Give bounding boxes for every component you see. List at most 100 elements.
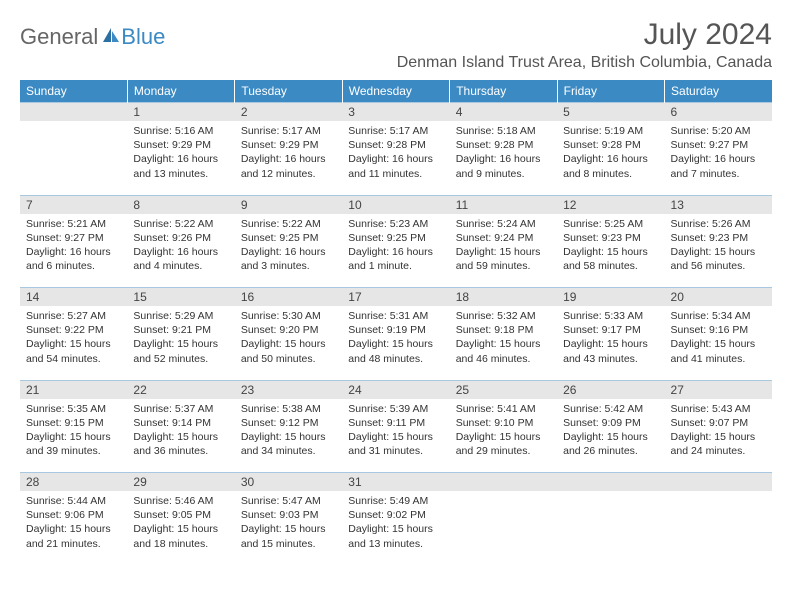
- daylight-line: Daylight: 15 hours and 18 minutes.: [133, 522, 228, 550]
- sunrise-line: Sunrise: 5:20 AM: [671, 124, 766, 138]
- sunrise-line: Sunrise: 5:29 AM: [133, 309, 228, 323]
- sunrise-line: Sunrise: 5:17 AM: [348, 124, 443, 138]
- daylight-line: Daylight: 16 hours and 7 minutes.: [671, 152, 766, 180]
- sunrise-line: Sunrise: 5:21 AM: [26, 217, 121, 231]
- sunset-line: Sunset: 9:27 PM: [671, 138, 766, 152]
- weekday-header: Tuesday: [235, 80, 342, 103]
- daylight-line: Daylight: 15 hours and 41 minutes.: [671, 337, 766, 365]
- day-number-row: 123456: [20, 103, 772, 122]
- day-number-row: 28293031: [20, 473, 772, 492]
- sunrise-line: Sunrise: 5:41 AM: [456, 402, 551, 416]
- sunrise-line: Sunrise: 5:17 AM: [241, 124, 336, 138]
- day-content-row: Sunrise: 5:27 AMSunset: 9:22 PMDaylight:…: [20, 306, 772, 380]
- sunrise-line: Sunrise: 5:26 AM: [671, 217, 766, 231]
- sunrise-line: Sunrise: 5:46 AM: [133, 494, 228, 508]
- weekday-header-row: SundayMondayTuesdayWednesdayThursdayFrid…: [20, 80, 772, 103]
- day-number-cell: 23: [235, 380, 342, 399]
- sunrise-line: Sunrise: 5:38 AM: [241, 402, 336, 416]
- day-number-cell: 20: [665, 288, 772, 307]
- day-number-cell: 1: [127, 103, 234, 122]
- daylight-line: Daylight: 15 hours and 56 minutes.: [671, 245, 766, 273]
- day-content-row: Sunrise: 5:35 AMSunset: 9:15 PMDaylight:…: [20, 399, 772, 473]
- weekday-header: Friday: [557, 80, 664, 103]
- sunset-line: Sunset: 9:22 PM: [26, 323, 121, 337]
- day-content-cell: Sunrise: 5:34 AMSunset: 9:16 PMDaylight:…: [665, 306, 772, 380]
- day-number-cell: 16: [235, 288, 342, 307]
- daylight-line: Daylight: 16 hours and 11 minutes.: [348, 152, 443, 180]
- day-content-cell: Sunrise: 5:35 AMSunset: 9:15 PMDaylight:…: [20, 399, 127, 473]
- sunrise-line: Sunrise: 5:47 AM: [241, 494, 336, 508]
- sunset-line: Sunset: 9:28 PM: [456, 138, 551, 152]
- logo-sail-icon: [101, 24, 121, 50]
- day-number-cell: [557, 473, 664, 492]
- sunset-line: Sunset: 9:20 PM: [241, 323, 336, 337]
- sunset-line: Sunset: 9:10 PM: [456, 416, 551, 430]
- day-content-cell: Sunrise: 5:46 AMSunset: 9:05 PMDaylight:…: [127, 491, 234, 565]
- sunset-line: Sunset: 9:12 PM: [241, 416, 336, 430]
- sunset-line: Sunset: 9:03 PM: [241, 508, 336, 522]
- sunset-line: Sunset: 9:19 PM: [348, 323, 443, 337]
- day-content-cell: Sunrise: 5:19 AMSunset: 9:28 PMDaylight:…: [557, 121, 664, 195]
- daylight-line: Daylight: 15 hours and 36 minutes.: [133, 430, 228, 458]
- day-number-cell: 17: [342, 288, 449, 307]
- day-number-cell: 26: [557, 380, 664, 399]
- daylight-line: Daylight: 15 hours and 46 minutes.: [456, 337, 551, 365]
- day-number-row: 14151617181920: [20, 288, 772, 307]
- daylight-line: Daylight: 15 hours and 24 minutes.: [671, 430, 766, 458]
- sunset-line: Sunset: 9:23 PM: [671, 231, 766, 245]
- day-number-cell: 18: [450, 288, 557, 307]
- daylight-line: Daylight: 16 hours and 13 minutes.: [133, 152, 228, 180]
- day-content-cell: Sunrise: 5:25 AMSunset: 9:23 PMDaylight:…: [557, 214, 664, 288]
- day-content-cell: Sunrise: 5:18 AMSunset: 9:28 PMDaylight:…: [450, 121, 557, 195]
- sunrise-line: Sunrise: 5:34 AM: [671, 309, 766, 323]
- sunrise-line: Sunrise: 5:49 AM: [348, 494, 443, 508]
- sunrise-line: Sunrise: 5:27 AM: [26, 309, 121, 323]
- sunrise-line: Sunrise: 5:18 AM: [456, 124, 551, 138]
- day-number-cell: [665, 473, 772, 492]
- day-number-cell: 25: [450, 380, 557, 399]
- day-number-cell: 8: [127, 195, 234, 214]
- sunset-line: Sunset: 9:15 PM: [26, 416, 121, 430]
- daylight-line: Daylight: 15 hours and 39 minutes.: [26, 430, 121, 458]
- day-content-cell: Sunrise: 5:31 AMSunset: 9:19 PMDaylight:…: [342, 306, 449, 380]
- day-content-cell: Sunrise: 5:24 AMSunset: 9:24 PMDaylight:…: [450, 214, 557, 288]
- day-number-cell: 2: [235, 103, 342, 122]
- sunrise-line: Sunrise: 5:44 AM: [26, 494, 121, 508]
- day-number-cell: 22: [127, 380, 234, 399]
- day-content-row: Sunrise: 5:16 AMSunset: 9:29 PMDaylight:…: [20, 121, 772, 195]
- sunset-line: Sunset: 9:27 PM: [26, 231, 121, 245]
- day-number-cell: 30: [235, 473, 342, 492]
- day-number-cell: 19: [557, 288, 664, 307]
- day-content-row: Sunrise: 5:21 AMSunset: 9:27 PM Daylight:…: [20, 214, 772, 288]
- sunset-line: Sunset: 9:28 PM: [563, 138, 658, 152]
- day-number-cell: 14: [20, 288, 127, 307]
- day-content-cell: Sunrise: 5:32 AMSunset: 9:18 PMDaylight:…: [450, 306, 557, 380]
- day-number-row: 21222324252627: [20, 380, 772, 399]
- daylight-line: Daylight: 15 hours and 31 minutes.: [348, 430, 443, 458]
- day-content-cell: Sunrise: 5:39 AMSunset: 9:11 PMDaylight:…: [342, 399, 449, 473]
- day-content-cell: Sunrise: 5:37 AMSunset: 9:14 PMDaylight:…: [127, 399, 234, 473]
- day-number-cell: 4: [450, 103, 557, 122]
- logo-text-general: General: [20, 24, 98, 50]
- sunrise-line: Sunrise: 5:22 AM: [133, 217, 228, 231]
- day-number-cell: 11: [450, 195, 557, 214]
- day-number-cell: [20, 103, 127, 122]
- day-number-cell: 27: [665, 380, 772, 399]
- day-number-cell: 15: [127, 288, 234, 307]
- day-content-cell: Sunrise: 5:43 AMSunset: 9:07 PMDaylight:…: [665, 399, 772, 473]
- day-number-cell: 12: [557, 195, 664, 214]
- location: Denman Island Trust Area, British Columb…: [397, 54, 772, 72]
- day-content-cell: [20, 121, 127, 195]
- day-content-cell: Sunrise: 5:41 AMSunset: 9:10 PMDaylight:…: [450, 399, 557, 473]
- daylight-line: Daylight: 15 hours and 54 minutes.: [26, 337, 121, 365]
- day-content-cell: Sunrise: 5:20 AMSunset: 9:27 PMDaylight:…: [665, 121, 772, 195]
- logo: General Blue: [20, 18, 165, 50]
- day-content-cell: Sunrise: 5:33 AMSunset: 9:17 PMDaylight:…: [557, 306, 664, 380]
- day-content-cell: Sunrise: 5:30 AMSunset: 9:20 PMDaylight:…: [235, 306, 342, 380]
- day-number-cell: 10: [342, 195, 449, 214]
- sunset-line: Sunset: 9:23 PM: [563, 231, 658, 245]
- day-number-row: 78910111213: [20, 195, 772, 214]
- day-content-cell: [665, 491, 772, 565]
- daylight-line: Daylight: 16 hours and 4 minutes.: [133, 245, 228, 273]
- sunrise-line: Sunrise: 5:33 AM: [563, 309, 658, 323]
